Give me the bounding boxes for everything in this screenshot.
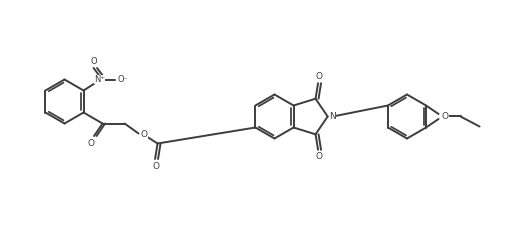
Text: O⁻: O⁻ [117, 75, 128, 84]
Text: O: O [316, 152, 323, 161]
Text: O: O [441, 112, 448, 121]
Text: N: N [329, 112, 336, 121]
Text: O: O [316, 72, 323, 81]
Text: O: O [140, 130, 147, 139]
Text: O: O [152, 162, 160, 170]
Text: O: O [87, 138, 94, 147]
Text: O: O [90, 56, 97, 65]
Text: N⁺: N⁺ [94, 75, 105, 84]
